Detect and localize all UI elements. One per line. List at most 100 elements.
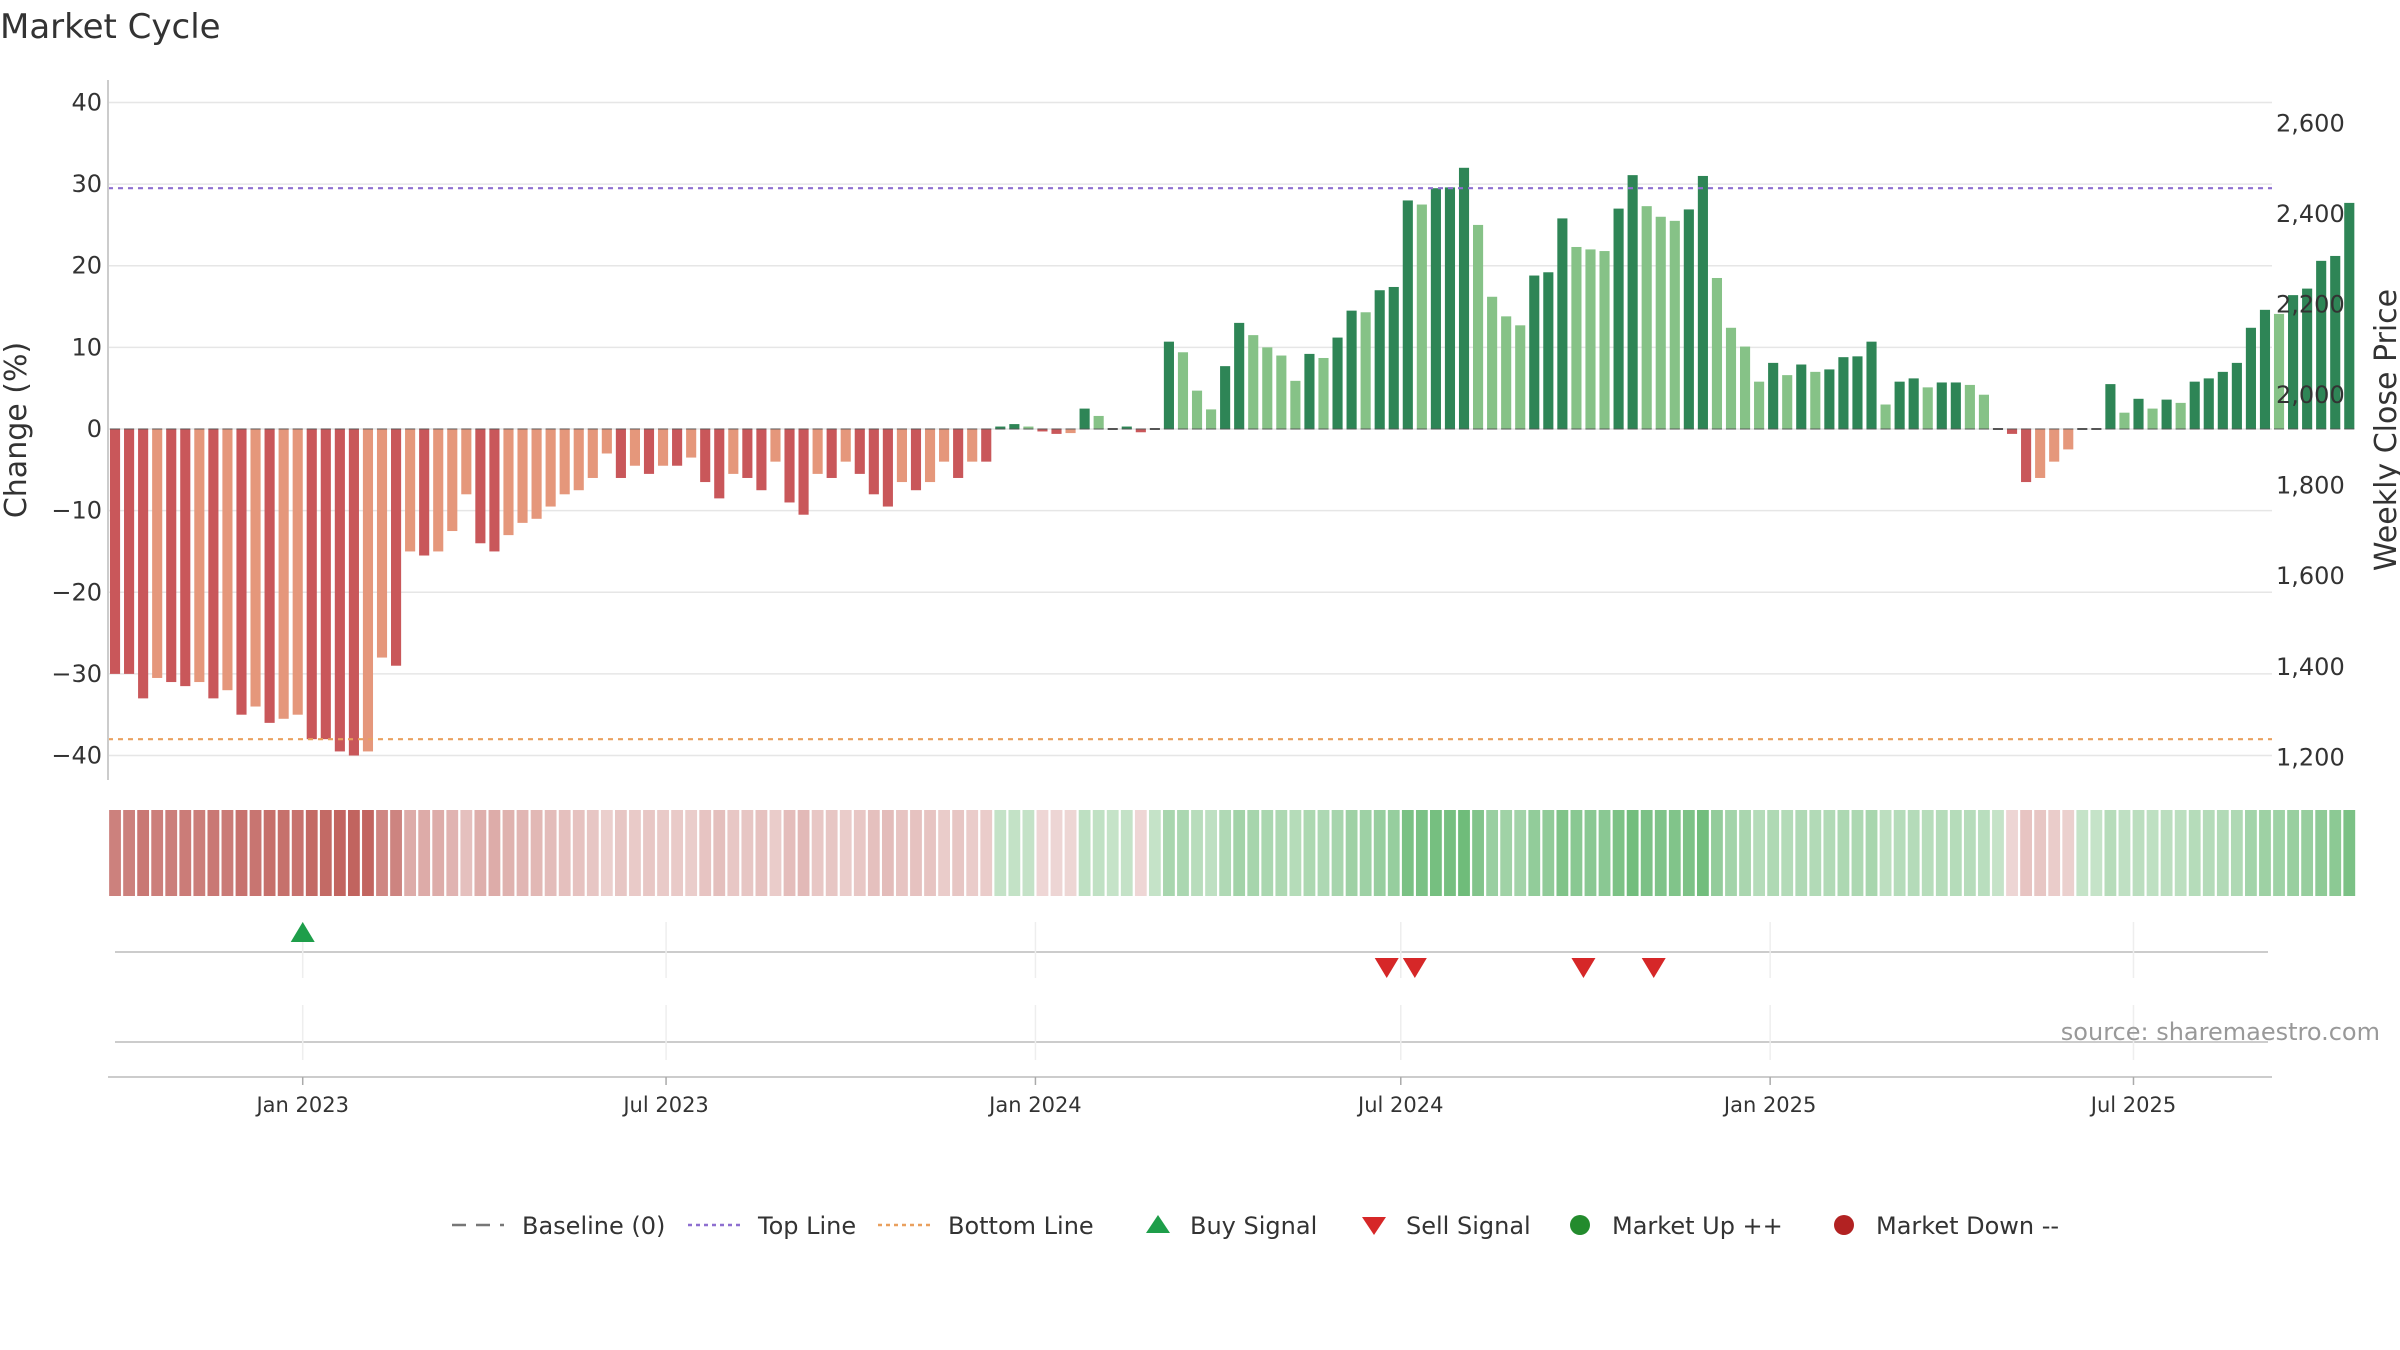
cycle-strength-cell bbox=[1303, 810, 1316, 896]
cycle-strength-cell bbox=[1373, 810, 1386, 896]
legend-item: Top Line bbox=[688, 1212, 856, 1240]
cycle-strength-cell bbox=[446, 810, 459, 896]
bar bbox=[138, 429, 149, 699]
cycle-strength-cell bbox=[193, 810, 206, 896]
cycle-strength-cell bbox=[783, 810, 796, 896]
cycle-strength-cell bbox=[291, 810, 304, 896]
bar bbox=[770, 429, 781, 462]
bar bbox=[686, 429, 697, 458]
bar bbox=[1599, 251, 1610, 429]
bar bbox=[2231, 362, 2242, 429]
cycle-strength-cell bbox=[1893, 810, 1906, 896]
bar bbox=[1754, 381, 1765, 429]
cycle-strength-cell bbox=[600, 810, 613, 896]
cycle-strength-cell bbox=[207, 810, 220, 896]
cycle-strength-cell bbox=[2006, 810, 2018, 896]
bar bbox=[1768, 362, 1779, 429]
bar bbox=[1290, 380, 1301, 429]
bar bbox=[2288, 295, 2299, 429]
cycle-strength-cell bbox=[1078, 810, 1091, 896]
bar bbox=[1782, 375, 1793, 429]
grid-lines bbox=[108, 101, 2272, 757]
bar bbox=[2330, 255, 2341, 429]
bar bbox=[447, 429, 458, 532]
bar bbox=[1009, 424, 1020, 429]
cycle-strength-cell bbox=[867, 810, 880, 896]
legend-swatch-triangle-up bbox=[1146, 1215, 1170, 1233]
bar bbox=[1669, 220, 1680, 429]
bar bbox=[1739, 346, 1751, 429]
y-tick-label-right: 2,200 bbox=[2276, 290, 2345, 318]
cycle-strength-cell bbox=[755, 810, 768, 896]
cycle-strength-cell bbox=[699, 810, 712, 896]
cycle-strength-cell bbox=[249, 810, 262, 896]
bar bbox=[250, 429, 261, 707]
cycle-strength-cell bbox=[1809, 810, 1822, 896]
y-tick-label-left: 20 bbox=[71, 252, 102, 280]
cycle-strength-cell bbox=[2034, 810, 2047, 896]
cycle-strength-cell bbox=[1233, 810, 1246, 896]
bar bbox=[1318, 357, 1329, 429]
bar bbox=[2273, 313, 2285, 429]
bar bbox=[1725, 327, 1737, 429]
bar bbox=[1332, 337, 1343, 429]
cycle-strength-cell bbox=[2315, 810, 2328, 896]
cycle-strength-cell bbox=[980, 810, 993, 896]
bar bbox=[2316, 260, 2327, 429]
sell-signal-marker bbox=[1641, 958, 1666, 978]
bar bbox=[475, 429, 486, 544]
bar bbox=[939, 429, 950, 462]
bar bbox=[1177, 352, 1189, 429]
bar bbox=[1430, 188, 1441, 429]
cycle-strength-cell bbox=[1654, 810, 1667, 896]
bar bbox=[1824, 369, 1835, 429]
cycle-strength-cell bbox=[2090, 810, 2103, 896]
bar bbox=[1908, 378, 1919, 429]
bar bbox=[1613, 208, 1624, 429]
cycle-strength-cell bbox=[1275, 810, 1288, 896]
cycle-strength-cell bbox=[2329, 810, 2342, 896]
bar bbox=[826, 429, 837, 478]
bar bbox=[981, 429, 992, 462]
bar bbox=[2006, 429, 2018, 434]
bar bbox=[882, 429, 893, 507]
cycle-strength-cell bbox=[1177, 810, 1189, 896]
bar bbox=[1220, 366, 1231, 429]
chart-title: Market Cycle bbox=[0, 7, 221, 47]
legend-item: Sell Signal bbox=[1362, 1212, 1531, 1240]
bar bbox=[1079, 408, 1090, 429]
cycle-strength-cell bbox=[2062, 810, 2075, 896]
cycle-strength-cell bbox=[1148, 810, 1161, 896]
bar bbox=[953, 429, 964, 478]
cycle-strength-cell bbox=[741, 810, 754, 896]
y-tick-label-left: −40 bbox=[51, 742, 102, 770]
y-tick-label-right: 1,400 bbox=[2276, 653, 2345, 681]
cycle-strength-cell bbox=[263, 810, 276, 896]
bar bbox=[756, 429, 767, 491]
bar bbox=[1950, 382, 1961, 429]
cycle-strength-cell bbox=[376, 810, 388, 896]
cycle-strength-cell bbox=[109, 810, 121, 896]
cycle-strength-cell bbox=[1795, 810, 1808, 896]
bar bbox=[1444, 187, 1456, 429]
bar bbox=[1248, 335, 1259, 429]
cycle-strength-cell bbox=[404, 810, 417, 896]
bar bbox=[728, 429, 739, 474]
cycle-strength-cell bbox=[1781, 810, 1794, 896]
cycle-strength-cell bbox=[811, 810, 824, 896]
legend-item: Baseline (0) bbox=[452, 1212, 665, 1240]
bar bbox=[1402, 200, 1413, 429]
cycle-strength-cell bbox=[362, 810, 374, 896]
bar bbox=[2049, 429, 2060, 462]
cycle-strength-cell bbox=[502, 810, 515, 896]
legend-label: Market Up ++ bbox=[1612, 1212, 1783, 1240]
cycle-strength-cell bbox=[1472, 810, 1484, 896]
bar bbox=[854, 429, 865, 474]
bar bbox=[278, 429, 289, 719]
bar bbox=[714, 429, 725, 499]
bar bbox=[1487, 296, 1498, 429]
cycle-strength-cell bbox=[994, 810, 1007, 896]
cycle-strength-cell bbox=[2048, 810, 2061, 896]
cycle-strength-cell bbox=[727, 810, 740, 896]
